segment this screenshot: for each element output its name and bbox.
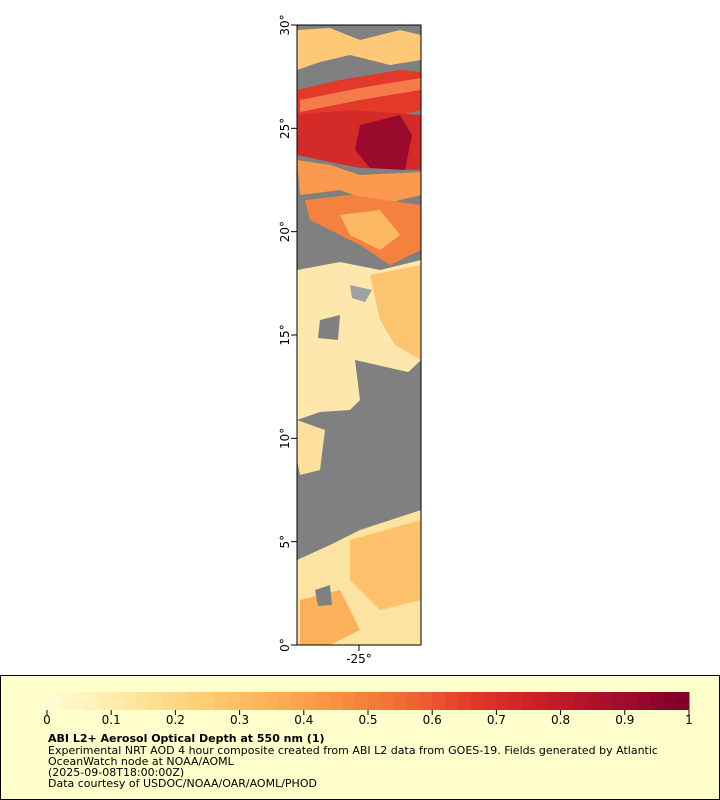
colorbar-cell — [586, 692, 600, 710]
y-tick-label: 25° — [278, 118, 292, 139]
colorbar-tick-label: 0.3 — [230, 713, 249, 727]
colorbar-cell — [303, 692, 318, 710]
colorbar-cell — [175, 692, 189, 710]
y-tick-label: 20° — [278, 221, 292, 242]
colorbar-cell — [278, 692, 292, 710]
colorbar-cell — [162, 692, 176, 710]
colorbar-cell — [663, 692, 677, 710]
legend-line: Data courtesy of USDOC/NOAA/OAR/AOML/PHO… — [48, 777, 317, 790]
colorbar-cell — [72, 692, 87, 710]
colorbar-cell — [547, 692, 562, 710]
colorbar-tick-label: 0.5 — [358, 713, 377, 727]
colorbar-cell — [624, 692, 639, 710]
y-tick-label: 10° — [278, 428, 292, 449]
colorbar-cell — [637, 692, 651, 710]
colorbar-cell — [355, 692, 369, 710]
colorbar-cell — [560, 692, 574, 710]
colorbar-cell — [432, 692, 446, 710]
colorbar-cell — [85, 692, 99, 710]
colorbar-cell — [252, 692, 266, 710]
colorbar-tick-label: 0.6 — [423, 713, 442, 727]
colorbar-cell — [47, 692, 61, 710]
y-tick-label: 5° — [278, 535, 292, 549]
colorbar: 0 0.1 0.2 0.3 0.4 0.5 0.6 0.7 0.8 0.9 1 — [43, 692, 693, 727]
colorbar-cell — [445, 692, 459, 710]
colorbar-cell — [136, 692, 151, 710]
colorbar-cell — [509, 692, 523, 710]
map-axes: 0° 5° 10° 15° 20° 25° 30° -25° — [278, 14, 372, 666]
colorbar-cell — [290, 692, 305, 710]
colorbar-cell — [226, 692, 241, 710]
colorbar-cell — [111, 692, 125, 710]
legend-line: (2025-09-08T18:00:00Z) — [48, 766, 184, 779]
legend-line: Experimental NRT AOD 4 hour composite cr… — [48, 744, 658, 757]
colorbar-tick-label: 1 — [685, 713, 693, 727]
y-tick-label: 0° — [278, 638, 292, 652]
legend-title: ABI L2+ Aerosol Optical Depth at 550 nm … — [48, 732, 325, 745]
colorbar-cell — [380, 692, 395, 710]
colorbar-cell — [329, 692, 343, 710]
colorbar-tick-label: 0.9 — [615, 713, 634, 727]
colorbar-cell — [239, 692, 253, 710]
colorbar-tick-label: 0.2 — [166, 713, 185, 727]
colorbar-cell — [470, 692, 485, 710]
colorbar-cell — [534, 692, 549, 710]
colorbar-cell — [483, 692, 497, 710]
colorbar-cell — [149, 692, 164, 710]
colorbar-tick-label: 0.7 — [487, 713, 506, 727]
colorbar-cell — [342, 692, 356, 710]
map-image — [297, 25, 421, 645]
colorbar-cell — [393, 692, 408, 710]
colorbar-cell — [98, 692, 112, 710]
colorbar-cell — [599, 692, 613, 710]
colorbar-cell — [419, 692, 433, 710]
colorbar-tick-label: 0.1 — [102, 713, 121, 727]
colorbar-tick-label: 0 — [43, 713, 51, 727]
colorbar-cell — [368, 692, 382, 710]
colorbar-cell — [496, 692, 510, 710]
colorbar-cell — [124, 692, 138, 710]
colorbar-tick-label: 0.8 — [551, 713, 570, 727]
colorbar-cell — [201, 692, 215, 710]
colorbar-cell — [213, 692, 228, 710]
colorbar-cell — [650, 692, 664, 710]
x-tick-label: -25° — [346, 652, 372, 666]
colorbar-cell — [188, 692, 202, 710]
colorbar-cell — [59, 692, 74, 710]
colorbar-cell — [573, 692, 587, 710]
colorbar-cell — [522, 692, 536, 710]
colorbar-cell — [316, 692, 330, 710]
colorbar-cell — [457, 692, 472, 710]
colorbar-tick-label: 0.4 — [294, 713, 313, 727]
colorbar-cell — [265, 692, 279, 710]
colorbar-cell — [406, 692, 420, 710]
y-tick-label: 15° — [278, 324, 292, 345]
y-tick-label: 30° — [278, 14, 292, 35]
colorbar-cell — [676, 692, 690, 710]
legend-line: OceanWatch node at NOAA/AOML — [48, 755, 235, 768]
colorbar-cell — [611, 692, 626, 710]
